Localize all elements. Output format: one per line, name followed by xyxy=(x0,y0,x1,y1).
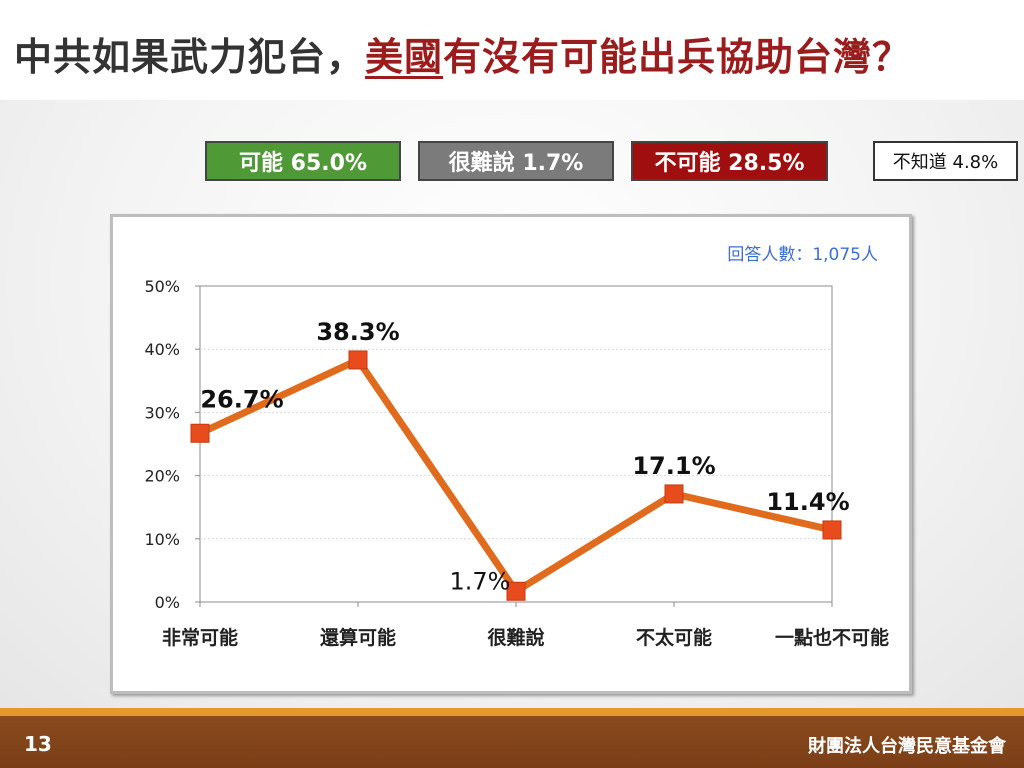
x-tick-label: 非常可能 xyxy=(162,626,238,649)
data-point xyxy=(506,581,526,601)
summary-badge-hard-to-say: 很難說 1.7% xyxy=(418,141,614,181)
title-part1: 中共如果武力犯台， xyxy=(14,35,366,79)
y-tick-label: 20% xyxy=(144,467,180,486)
data-point xyxy=(190,423,210,443)
data-label: 11.4% xyxy=(766,488,849,516)
x-tick-label: 不太可能 xyxy=(636,626,712,649)
title-highlight-rest: 有沒有可能出兵協助台灣？ xyxy=(443,35,912,79)
data-point xyxy=(664,484,684,504)
title-bar: 中共如果武力犯台，美國有沒有可能出兵協助台灣？ xyxy=(0,0,1024,100)
footer-accent-line xyxy=(0,708,1024,716)
footer-bar xyxy=(0,716,1024,768)
y-tick-label: 0% xyxy=(155,593,180,612)
organization-name: 財團法人台灣民意基金會 xyxy=(808,736,1006,757)
y-tick-label: 50% xyxy=(144,277,180,296)
x-tick-label: 一點也不可能 xyxy=(775,626,889,649)
x-tick-label: 很難說 xyxy=(487,626,544,649)
data-label: 26.7% xyxy=(200,385,283,413)
data-label: 17.1% xyxy=(632,452,715,480)
summary-badge-unknown: 不知道 4.8% xyxy=(873,141,1018,181)
summary-badge-possible: 可能 65.0% xyxy=(205,141,401,181)
data-point xyxy=(822,520,842,540)
data-label: 1.7% xyxy=(450,567,511,595)
plot-area xyxy=(199,285,833,603)
y-tick-label: 30% xyxy=(144,403,180,422)
y-tick-label: 40% xyxy=(144,340,180,359)
data-label: 38.3% xyxy=(316,318,399,346)
title-highlight-underlined: 美國 xyxy=(365,35,444,79)
x-tick-label: 還算可能 xyxy=(320,626,396,649)
data-point xyxy=(348,350,368,370)
slide-title: 中共如果武力犯台，美國有沒有可能出兵協助台灣？ xyxy=(14,26,911,81)
y-tick-label: 10% xyxy=(144,530,180,549)
summary-badge-impossible: 不可能 28.5% xyxy=(631,141,828,181)
page-number: 13 xyxy=(24,732,52,756)
respondent-count: 回答人數：1,075人 xyxy=(727,245,878,265)
